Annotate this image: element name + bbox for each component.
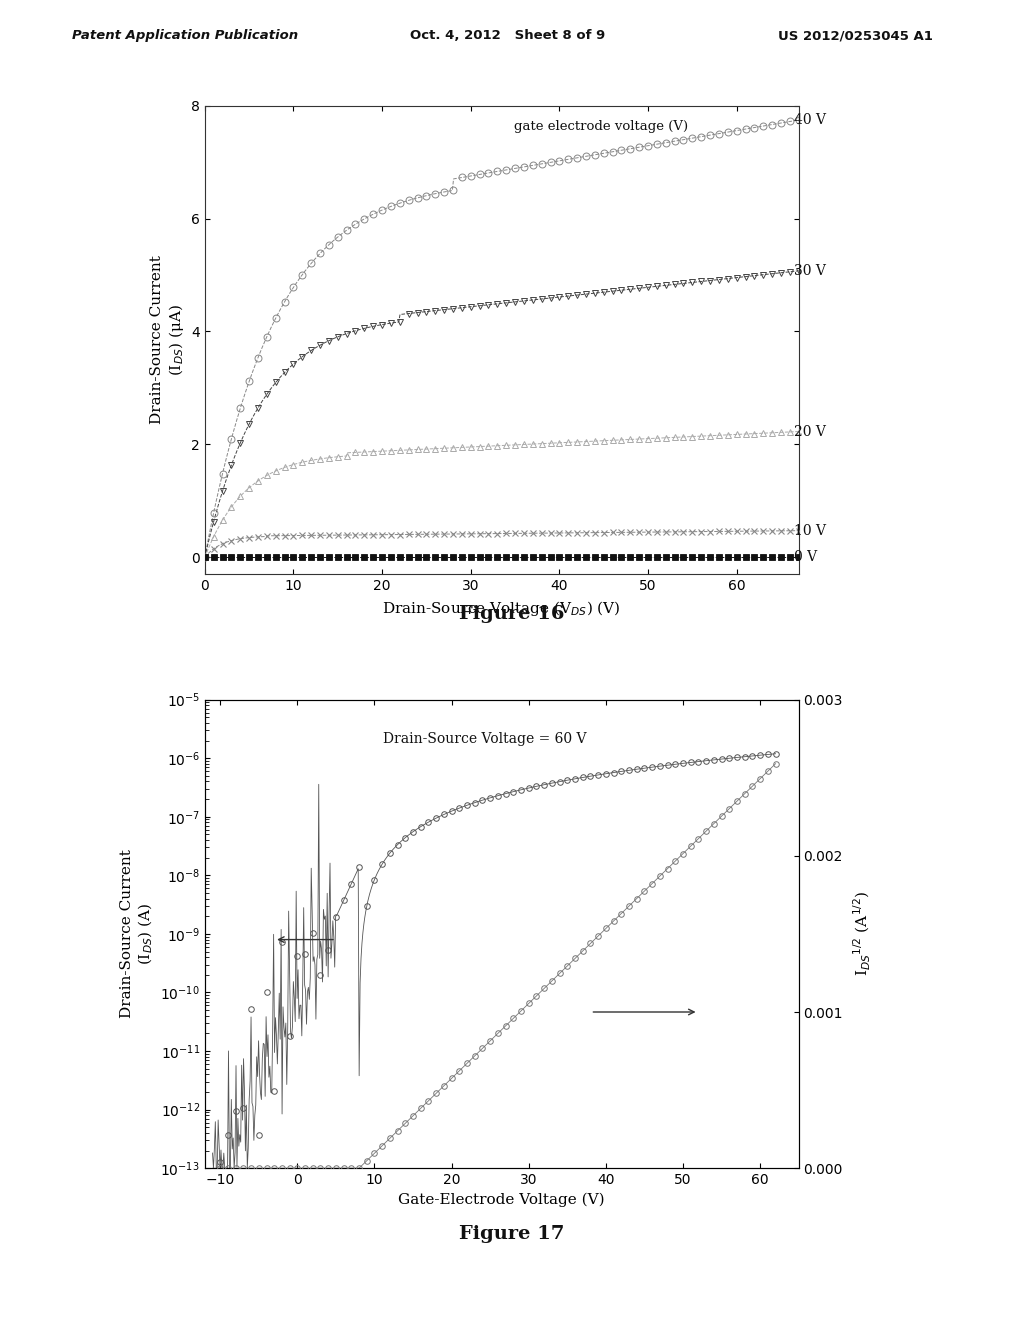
Y-axis label: Drain-Source Current
(I$_{DS}$) (A): Drain-Source Current (I$_{DS}$) (A) xyxy=(120,850,155,1018)
X-axis label: Gate-Electrode Voltage (V): Gate-Electrode Voltage (V) xyxy=(398,1192,605,1206)
Text: gate electrode voltage (V): gate electrode voltage (V) xyxy=(514,120,688,132)
Text: Patent Application Publication: Patent Application Publication xyxy=(72,29,298,42)
Text: 10 V: 10 V xyxy=(795,524,826,537)
Text: US 2012/0253045 A1: US 2012/0253045 A1 xyxy=(778,29,933,42)
Y-axis label: Drain-Source Current
(I$_{DS}$) (μA): Drain-Source Current (I$_{DS}$) (μA) xyxy=(150,256,185,424)
Text: Figure 17: Figure 17 xyxy=(460,1225,564,1243)
X-axis label: Drain-Source Voltage (V$_{DS}$) (V): Drain-Source Voltage (V$_{DS}$) (V) xyxy=(382,598,622,618)
Text: Drain-Source Voltage = 60 V: Drain-Source Voltage = 60 V xyxy=(383,733,587,746)
Text: Oct. 4, 2012   Sheet 8 of 9: Oct. 4, 2012 Sheet 8 of 9 xyxy=(410,29,605,42)
Y-axis label: I$_{DS}$$^{1/2}$ (A$^{1/2}$): I$_{DS}$$^{1/2}$ (A$^{1/2}$) xyxy=(851,891,872,977)
Text: 40 V: 40 V xyxy=(795,114,826,127)
Text: Figure 16: Figure 16 xyxy=(459,605,565,623)
Text: 0 V: 0 V xyxy=(795,550,817,564)
Text: 30 V: 30 V xyxy=(795,264,826,277)
Text: 20 V: 20 V xyxy=(795,425,826,438)
